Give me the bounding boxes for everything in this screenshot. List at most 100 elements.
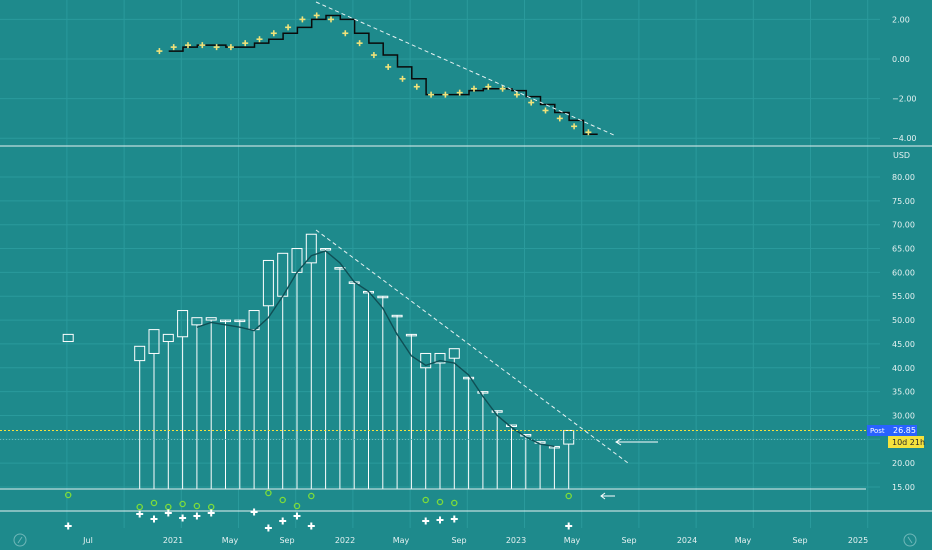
oscillator-point [313,12,320,19]
oscillator-point [227,44,234,51]
candle-body [420,352,432,369]
oscillator-point [213,44,220,51]
buy-signal-circle [308,492,315,500]
oscillator-point [256,36,263,43]
candle-body [477,391,489,394]
candle-body [177,310,189,338]
oscillator-point [428,91,435,98]
candle-body [220,319,231,323]
price-tick-label: 55.00 [892,292,915,301]
oscillator-tick-label: 0.00 [892,55,910,64]
signal-plus-marker [307,522,315,530]
time-axis-label: Sep [279,536,294,545]
candle-body [534,441,546,444]
price-pane[interactable]: 80.00 75.00 70.00 65.00 60.00 55.00 50.00 45.00… [0,173,915,492]
signal-plus-marker [193,512,201,520]
price-tick-label: 15.00 [892,483,915,492]
signal-plus-marker [293,512,301,520]
candle-body [62,333,74,343]
candle-body [234,319,246,323]
signal-plus-marker [250,508,258,516]
time-axis-label: Jul [82,536,93,545]
buy-signal-circle [265,489,272,497]
time-axis-label: Sep [792,536,807,545]
oscillator-point [185,42,191,49]
time-axis-label: May [393,536,410,545]
price-tick-label: 70.00 [892,221,915,230]
oscillator-point [385,63,392,70]
oscillator-point [456,89,463,96]
candle-body [320,248,332,251]
time-axis-label: May [222,536,239,545]
buy-signal-circle [565,492,572,500]
time-axis-label: 2023 [506,536,526,545]
candle-body [391,314,403,318]
oscillator-point [585,129,592,136]
signal-plus-marker [436,516,444,524]
buy-signal-circle [436,498,444,506]
price-tick-label: 45.00 [892,340,915,349]
oscillator-step-line [168,14,598,135]
candle-body [463,376,475,380]
price-tag-bg [867,425,917,436]
candle-body [162,333,174,343]
buy-signal-circle [293,502,301,510]
oscillator-point [413,83,420,90]
buy-signal-circle [422,496,429,504]
candle-body [205,317,217,321]
signal-plus-marker [264,524,272,532]
circle-left-icon[interactable] [13,533,27,547]
oscillator-tick-label: −4.00 [892,134,917,143]
signal-plus-marker [136,510,144,518]
price-trendline [315,229,629,464]
signal-plus-marker [279,517,287,525]
oscillator-point [299,16,306,23]
price-tick-label: 50.00 [892,316,915,325]
candle-body [148,329,160,354]
signal-plus-marker [565,522,573,530]
arrow-left-icon [600,492,615,500]
candle-body [434,352,446,364]
time-axis-label: Sep [451,536,466,545]
currency-label: USD [893,151,910,160]
price-tick-label: 20.00 [892,459,915,468]
signal-plus-marker [150,515,158,523]
price-tick-label: 40.00 [892,364,915,373]
oscillator-point [442,91,449,98]
candle-body [191,317,203,326]
price-tag: Post 26.85 [867,425,917,436]
oscillator-point [156,48,163,55]
oscillator-point [342,30,349,37]
candle-body [248,310,260,331]
candle-body [491,410,503,413]
moving-average-line [196,250,555,448]
time-axis-label: May [735,536,752,545]
oscillator-point [471,85,477,92]
countdown-tag-bg [888,436,924,448]
buy-signal-circle [150,499,158,507]
time-axis-label: 2022 [335,536,355,545]
oscillator-point [485,83,492,90]
candle-body [262,259,274,307]
price-tick-label: 35.00 [892,388,915,397]
price-tick-label: 80.00 [892,173,915,182]
signal-markers [64,489,573,532]
arrow-left-icon [615,438,658,446]
buy-signal-circle [279,496,286,504]
buy-signal-circle [451,499,458,507]
oscillator-point [399,75,406,82]
time-axis-label: May [564,536,581,545]
oscillator-point [285,24,292,31]
signal-plus-marker [164,509,172,517]
time-axis[interactable]: Jul 2021 May Sep 2022 May Sep 2023 May Sep 2024 May… [82,536,868,545]
signal-plus-marker [64,522,72,530]
circle-right-icon[interactable] [903,533,917,547]
time-axis-label: Sep [621,536,636,545]
oscillator-point [571,123,578,130]
time-axis-label: 2021 [163,536,183,545]
signal-plus-marker [179,514,187,522]
oscillator-point [170,44,177,51]
oscillator-pane[interactable]: 2.00 0.00 −2.00 −4.00 [156,1,917,143]
